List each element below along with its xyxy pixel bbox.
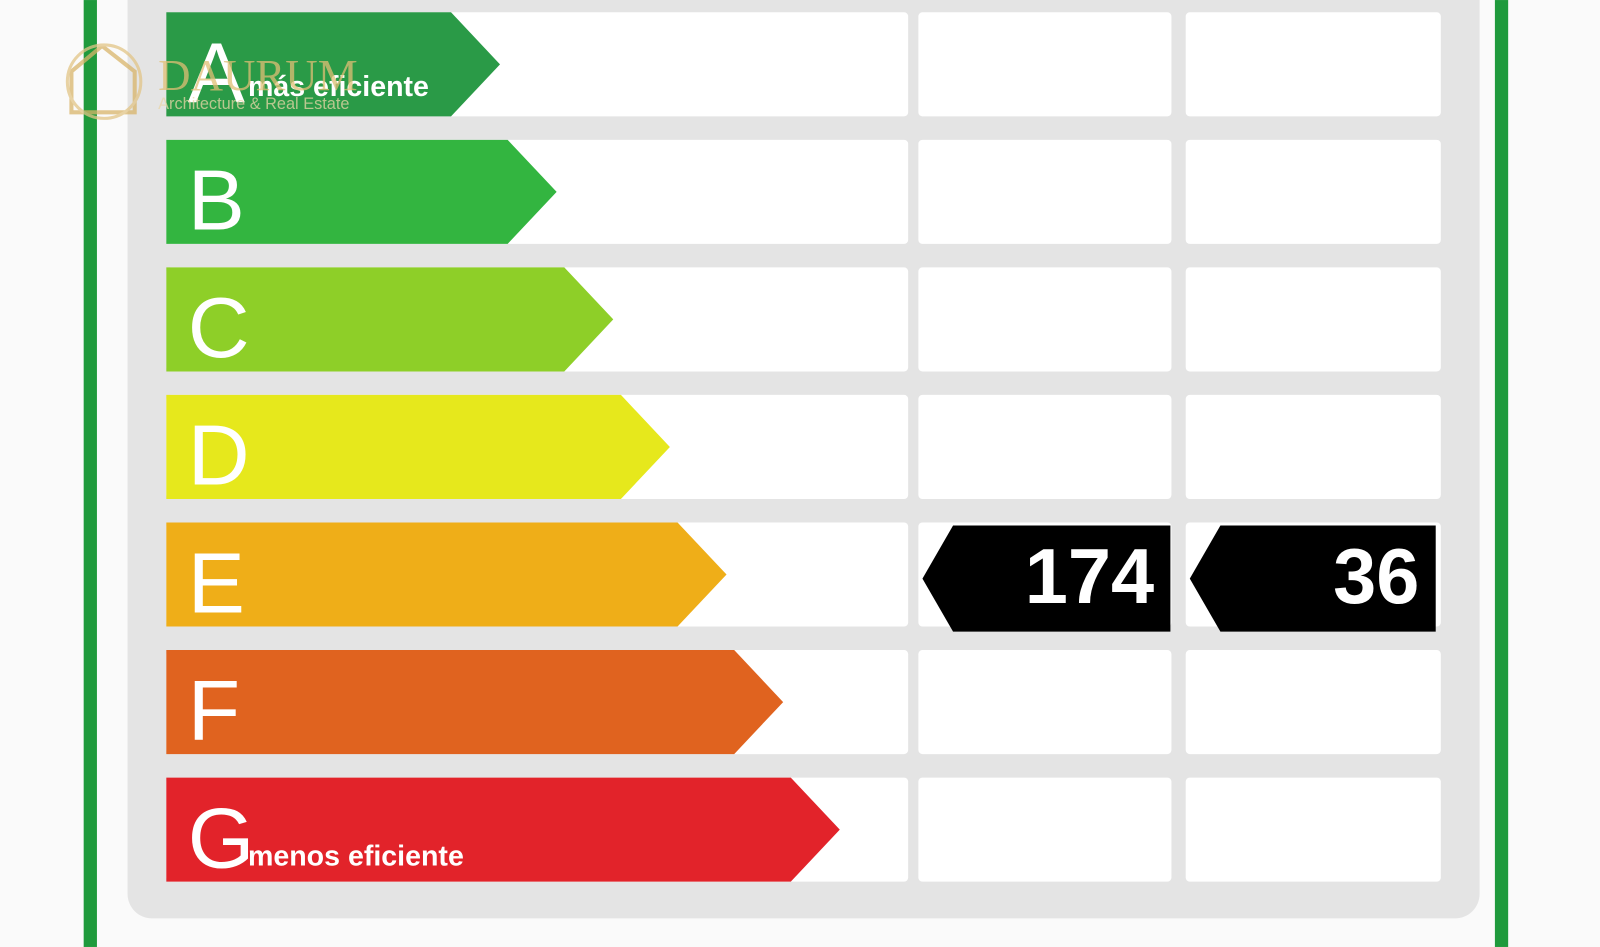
rating-arrow: [166, 139, 557, 244]
cell: [918, 394, 1172, 500]
rating-letter: C: [188, 280, 250, 376]
indicator-value: 174: [1025, 534, 1154, 620]
rating-arrow: [166, 267, 614, 372]
cell: [918, 267, 1172, 372]
rating-note: más eficiente: [248, 71, 429, 103]
logo-name: DAURUM: [158, 50, 357, 100]
cell: [1185, 650, 1441, 755]
logo-ring: [65, 43, 143, 120]
rating-arrow: [166, 522, 727, 627]
cell: [1185, 777, 1441, 882]
cell: [1185, 139, 1441, 244]
rating-note: menos eficiente: [248, 840, 464, 872]
cell: [918, 777, 1172, 882]
rating-letter: A: [188, 25, 245, 121]
rating-letter: D: [188, 408, 250, 504]
logo-tagline: Architecture & Real Estate: [158, 95, 349, 113]
indicator-arrow: [922, 525, 1171, 632]
rating-arrow: [166, 650, 784, 755]
cell: [1185, 267, 1441, 372]
logo: DAURUM Architecture & Real Estate: [65, 43, 358, 120]
cell: [1185, 394, 1441, 500]
rating-arrow: [166, 394, 670, 500]
indicator-arrow: [1189, 525, 1436, 632]
cell: [918, 650, 1172, 755]
frame-right: [1494, 0, 1509, 947]
rating-arrow: [166, 777, 840, 882]
rating-letter: F: [188, 663, 240, 759]
rating-letter: B: [188, 153, 245, 249]
cell: [918, 139, 1172, 244]
indicator-value: 36: [1333, 534, 1419, 620]
frame-left: [83, 0, 97, 947]
rating-letter: E: [188, 535, 245, 631]
cell: [918, 12, 1172, 117]
rating-letter: G: [188, 790, 255, 886]
rating-arrow: [166, 12, 500, 117]
cell: [1185, 12, 1441, 117]
